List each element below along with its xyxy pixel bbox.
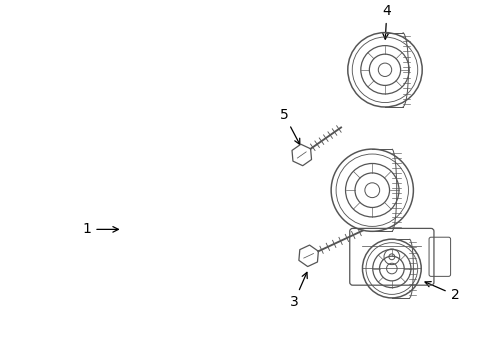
Text: 3: 3 [289, 273, 306, 309]
Text: 4: 4 [382, 4, 390, 39]
Text: 5: 5 [279, 108, 299, 144]
Text: 2: 2 [424, 282, 458, 302]
Text: 1: 1 [82, 222, 118, 237]
